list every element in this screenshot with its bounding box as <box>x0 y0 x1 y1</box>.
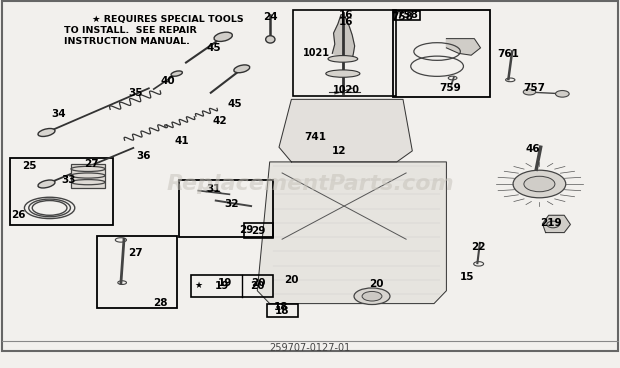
Text: 12: 12 <box>332 146 347 156</box>
Ellipse shape <box>513 170 565 198</box>
Text: 18: 18 <box>275 305 290 316</box>
Text: 1021: 1021 <box>303 48 330 59</box>
Text: INSTRUCTION MANUAL.: INSTRUCTION MANUAL. <box>64 37 190 46</box>
Bar <box>393 10 490 97</box>
Ellipse shape <box>266 36 275 43</box>
Ellipse shape <box>38 180 55 188</box>
Text: TO INSTALL.  SEE REPAIR: TO INSTALL. SEE REPAIR <box>64 26 197 35</box>
Text: 26: 26 <box>11 210 26 220</box>
Text: 20: 20 <box>369 279 384 289</box>
Text: 45: 45 <box>206 43 221 53</box>
Text: 20: 20 <box>250 277 265 288</box>
Polygon shape <box>542 215 570 233</box>
Text: 22: 22 <box>471 241 486 252</box>
Text: 757: 757 <box>523 83 546 93</box>
Text: 29: 29 <box>239 224 254 235</box>
Bar <box>394 11 420 20</box>
Bar <box>244 223 273 238</box>
Bar <box>293 10 396 96</box>
Polygon shape <box>279 99 412 162</box>
Bar <box>97 236 177 308</box>
Ellipse shape <box>362 291 382 301</box>
Text: 32: 32 <box>224 198 239 209</box>
Text: 27: 27 <box>128 248 143 258</box>
Text: 41: 41 <box>175 136 190 146</box>
Text: 27: 27 <box>84 159 99 170</box>
Ellipse shape <box>38 128 55 137</box>
Text: 1020: 1020 <box>332 85 360 95</box>
Text: 18: 18 <box>273 302 288 312</box>
Text: 40: 40 <box>160 76 175 86</box>
Ellipse shape <box>523 89 536 95</box>
Ellipse shape <box>214 32 232 42</box>
Text: 259707-0127-01: 259707-0127-01 <box>269 343 351 353</box>
Polygon shape <box>257 162 446 304</box>
Text: 28: 28 <box>153 298 167 308</box>
Text: 16: 16 <box>339 10 353 21</box>
Ellipse shape <box>354 288 390 305</box>
Text: 29: 29 <box>251 226 266 236</box>
Text: ★ REQUIRES SPECIAL TOOLS: ★ REQUIRES SPECIAL TOOLS <box>92 15 244 24</box>
Text: 25: 25 <box>22 161 37 171</box>
Text: 36: 36 <box>136 151 151 162</box>
Text: 758: 758 <box>391 12 413 22</box>
Text: 31: 31 <box>206 184 221 194</box>
Text: 46: 46 <box>526 144 541 154</box>
Text: 34: 34 <box>51 109 66 119</box>
Bar <box>267 304 298 317</box>
Text: 16: 16 <box>339 17 353 27</box>
Ellipse shape <box>326 70 360 77</box>
Bar <box>191 275 273 297</box>
Text: ReplacementParts.com: ReplacementParts.com <box>166 174 454 194</box>
Text: 20: 20 <box>284 275 299 285</box>
Ellipse shape <box>556 91 569 97</box>
Bar <box>179 180 273 237</box>
Text: 761: 761 <box>497 49 520 60</box>
Text: 35: 35 <box>128 88 143 98</box>
Ellipse shape <box>234 65 250 73</box>
Text: 15: 15 <box>460 272 475 282</box>
Ellipse shape <box>524 176 555 192</box>
Text: 19: 19 <box>218 277 232 288</box>
Text: 19: 19 <box>215 281 229 291</box>
Text: 741: 741 <box>304 132 326 142</box>
Bar <box>10 158 113 225</box>
Text: 20: 20 <box>250 281 265 291</box>
Polygon shape <box>446 39 480 55</box>
Text: 24: 24 <box>263 11 278 22</box>
Ellipse shape <box>328 56 358 62</box>
Text: 758: 758 <box>396 10 418 21</box>
Text: 42: 42 <box>213 116 228 127</box>
Ellipse shape <box>171 71 182 76</box>
Text: 759: 759 <box>439 82 461 93</box>
Bar <box>71 164 105 188</box>
Text: ★: ★ <box>194 282 203 290</box>
Text: 33: 33 <box>61 175 76 185</box>
Polygon shape <box>332 15 355 59</box>
Text: 45: 45 <box>227 99 242 109</box>
Text: 219: 219 <box>540 217 561 228</box>
